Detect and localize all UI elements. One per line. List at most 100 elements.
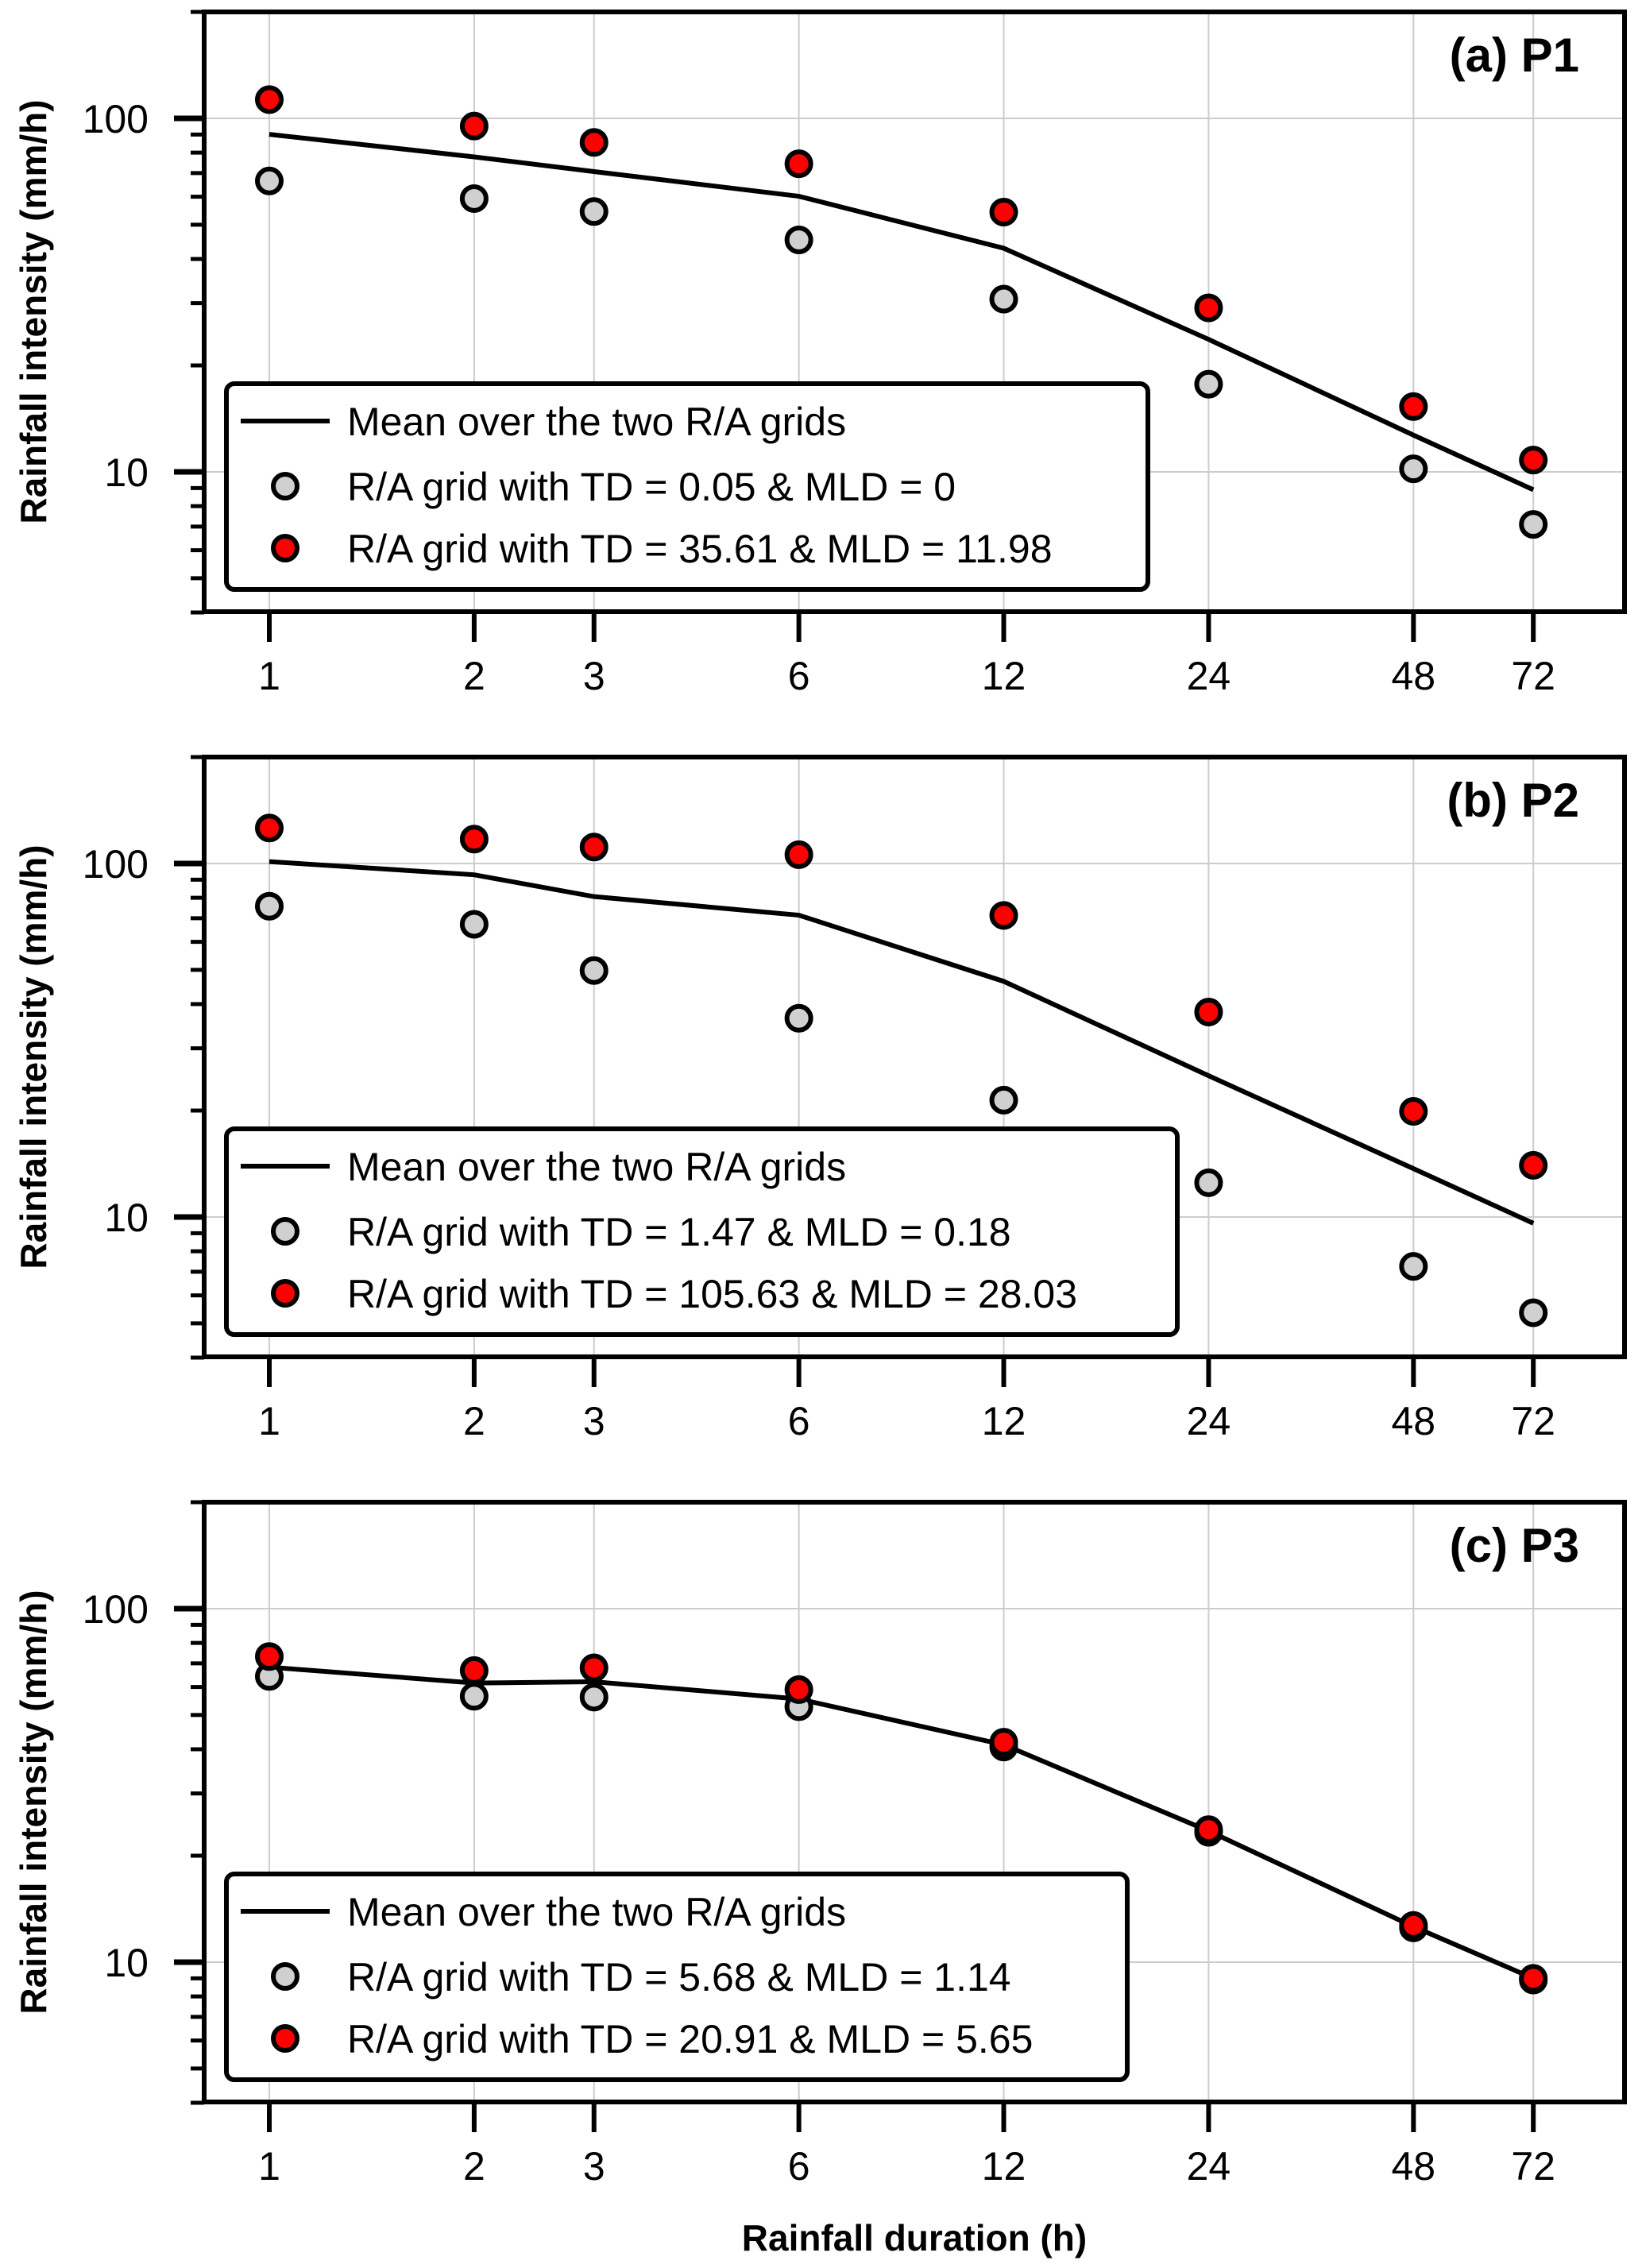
x-tick-label: 12 bbox=[982, 1399, 1026, 1443]
red-marker bbox=[579, 833, 609, 862]
legend: Mean over the two R/A grids R/A grid with… bbox=[224, 381, 1150, 592]
legend-entry-label: Mean over the two R/A grids bbox=[347, 1890, 846, 1934]
red-marker bbox=[1194, 293, 1223, 323]
red-marker bbox=[459, 825, 489, 854]
panel-label: (a) P1 bbox=[1450, 29, 1579, 82]
legend-entry-label: R/A grid with TD = 20.91 & MLD = 5.65 bbox=[347, 2017, 1033, 2061]
grey-marker bbox=[989, 284, 1018, 314]
y-tick-label: 10 bbox=[104, 450, 149, 495]
x-tick-label: 3 bbox=[583, 2144, 605, 2189]
x-tick-label: 3 bbox=[583, 654, 605, 698]
x-tick-label: 1 bbox=[258, 654, 280, 698]
grey-marker bbox=[1519, 510, 1548, 539]
grey-marker bbox=[784, 1003, 813, 1033]
x-tick-label: 2 bbox=[463, 654, 485, 698]
legend-entry-label: R/A grid with TD = 35.61 & MLD = 11.98 bbox=[347, 527, 1053, 571]
red-marker bbox=[255, 813, 284, 843]
plot-frame bbox=[202, 755, 1627, 1359]
mean-line bbox=[269, 132, 1535, 493]
x-tick-label: 12 bbox=[982, 654, 1026, 698]
grey-marker bbox=[1194, 369, 1223, 399]
legend-entry-label: R/A grid with TD = 1.47 & MLD = 0.18 bbox=[347, 1210, 1011, 1254]
red-marker bbox=[1399, 392, 1428, 421]
y-tick-label: 100 bbox=[83, 1587, 149, 1632]
plot-frame bbox=[202, 10, 1627, 614]
legend-box bbox=[224, 1872, 1130, 2082]
x-tick-label: 48 bbox=[1392, 654, 1436, 698]
mean-line bbox=[269, 1664, 1535, 1981]
red-marker bbox=[989, 901, 1018, 930]
legend-grey-marker-icon bbox=[271, 472, 299, 500]
grey-marker bbox=[255, 166, 284, 195]
panel-label: (c) P3 bbox=[1450, 1519, 1579, 1572]
x-tick-label: 6 bbox=[788, 2144, 810, 2189]
red-marker bbox=[579, 128, 609, 157]
legend-red-marker-icon bbox=[271, 1279, 299, 1308]
y-tick-label: 100 bbox=[83, 842, 149, 887]
legend-entry-label: Mean over the two R/A grids bbox=[347, 400, 846, 444]
legend-entry-label: R/A grid with TD = 0.05 & MLD = 0 bbox=[347, 465, 956, 509]
legend-box bbox=[224, 381, 1150, 592]
grey-marker bbox=[459, 184, 489, 213]
x-tick-label: 3 bbox=[583, 1399, 605, 1443]
red-marker bbox=[579, 1653, 609, 1683]
legend-entry-label: Mean over the two R/A grids bbox=[347, 1145, 846, 1189]
legend-grey-marker-icon bbox=[271, 1217, 299, 1246]
grey-marker bbox=[989, 1085, 1018, 1115]
x-tick-label: 24 bbox=[1187, 2144, 1231, 2189]
x-tick-label: 72 bbox=[1511, 1399, 1555, 1443]
red-marker bbox=[1399, 1911, 1428, 1940]
x-tick-label: 1 bbox=[258, 2144, 280, 2189]
x-tick-label: 1 bbox=[258, 1399, 280, 1443]
x-tick-label: 24 bbox=[1187, 1399, 1231, 1443]
red-marker bbox=[255, 1642, 284, 1671]
x-tick-label: 6 bbox=[788, 1399, 810, 1443]
grey-marker bbox=[579, 956, 609, 985]
mean-line bbox=[269, 859, 1535, 1226]
grey-marker bbox=[1519, 1298, 1548, 1327]
legend-entry-label: R/A grid with TD = 105.63 & MLD = 28.03 bbox=[347, 1272, 1077, 1316]
red-marker bbox=[989, 1728, 1018, 1757]
red-marker bbox=[255, 85, 284, 114]
red-marker bbox=[989, 197, 1018, 226]
red-marker bbox=[784, 149, 813, 179]
legend: Mean over the two R/A grids R/A grid with… bbox=[224, 1872, 1130, 2082]
legend-box bbox=[224, 1126, 1180, 1337]
x-tick-label: 72 bbox=[1511, 2144, 1555, 2189]
y-tick-label: 10 bbox=[104, 1941, 149, 1985]
red-marker bbox=[1194, 1815, 1223, 1845]
y-tick-label: 100 bbox=[83, 97, 149, 141]
grey-marker bbox=[579, 1683, 609, 1712]
x-tick-label: 6 bbox=[788, 654, 810, 698]
y-axis-title: Rainfall intensity (mm/h) bbox=[13, 844, 54, 1269]
grey-marker bbox=[255, 891, 284, 921]
x-tick-label: 2 bbox=[463, 2144, 485, 2189]
grey-marker bbox=[1399, 1252, 1428, 1281]
legend-red-marker-icon bbox=[271, 2024, 299, 2053]
red-marker bbox=[1519, 1150, 1548, 1180]
panel-label: (b) P2 bbox=[1447, 774, 1579, 827]
legend-red-marker-icon bbox=[271, 534, 299, 562]
grey-marker bbox=[459, 1682, 489, 1711]
grey-marker bbox=[1194, 1168, 1223, 1197]
red-marker bbox=[459, 111, 489, 141]
red-marker bbox=[1519, 1964, 1548, 1993]
x-tick-label: 2 bbox=[463, 1399, 485, 1443]
plot-frame bbox=[202, 1500, 1627, 2104]
y-tick-label: 10 bbox=[104, 1196, 149, 1240]
x-tick-label: 48 bbox=[1392, 2144, 1436, 2189]
grey-marker bbox=[1399, 454, 1428, 484]
grey-marker bbox=[459, 910, 489, 939]
legend: Mean over the two R/A grids R/A grid with… bbox=[224, 1126, 1180, 1337]
grey-marker bbox=[784, 225, 813, 254]
x-tick-label: 72 bbox=[1511, 654, 1555, 698]
legend-grey-marker-icon bbox=[271, 1962, 299, 1991]
y-axis-title: Rainfall intensity (mm/h) bbox=[13, 1590, 54, 2014]
grey-marker bbox=[579, 197, 609, 226]
red-marker bbox=[784, 840, 813, 869]
red-marker bbox=[1519, 446, 1548, 475]
